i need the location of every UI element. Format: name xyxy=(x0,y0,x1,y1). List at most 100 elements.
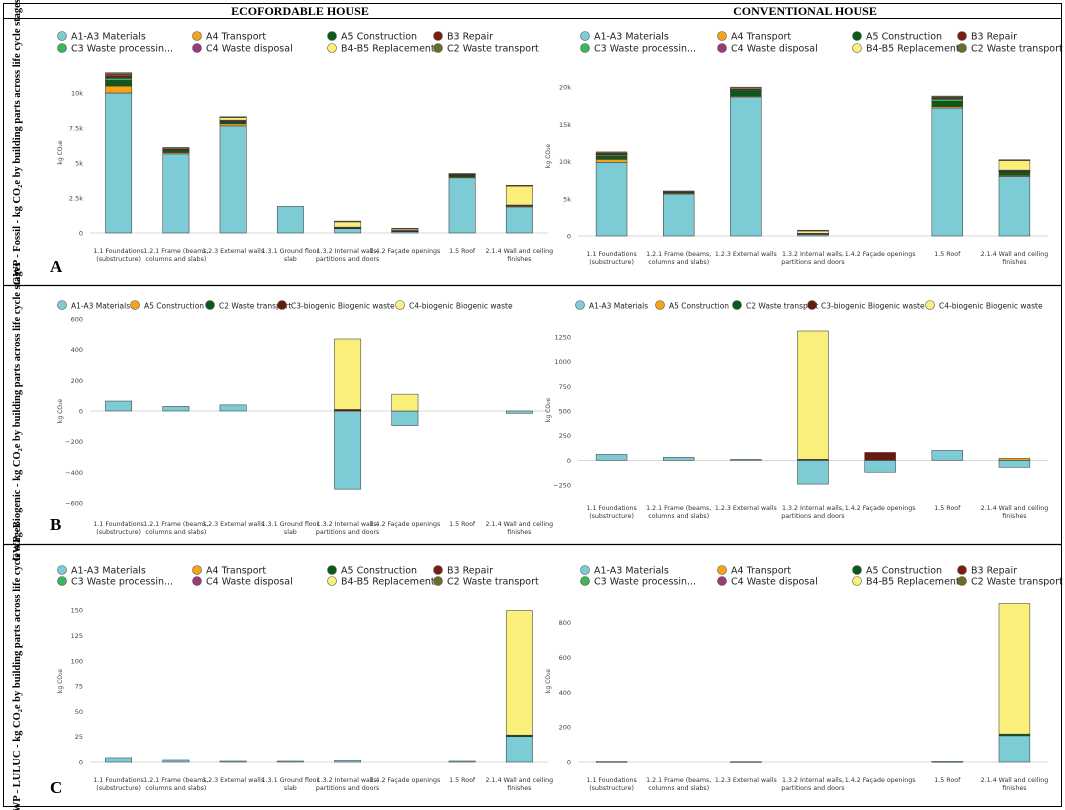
bar-stack-2-1-4-wall-and-ceiling-finishes xyxy=(998,603,1031,763)
y-tick-label: 5k xyxy=(563,195,571,203)
bar-c4-biogenic-biogenic-waste xyxy=(391,393,419,412)
bar-a5-construction xyxy=(595,156,628,160)
legend-item-a1-a3-materials[interactable]: A1-A3 Materials xyxy=(57,565,146,577)
x-tick-label: 1.3.2 Internal walls, xyxy=(317,248,379,255)
legend-item-c3-biogenic-biogenic-waste[interactable]: C3-biogenic Biogenic waste ... xyxy=(807,300,935,311)
y-tick-label: 400 xyxy=(559,689,571,697)
legend-item-a1-a3-materials[interactable]: A1-A3 Materials xyxy=(580,31,669,43)
legend-item-b3-repair[interactable]: B3 Repair xyxy=(957,31,1018,43)
legend-c-right: A1-A3 Materials A4 Transport A5 Constructi… xyxy=(580,565,1064,588)
legend-label-c2-waste-transport: C2 Waste transport xyxy=(971,577,1063,588)
legend-item-c2-waste-transport[interactable]: C2 Waste transport xyxy=(957,576,1064,588)
legend-marker-a5-construction xyxy=(852,31,862,41)
row-letter-c: C xyxy=(50,778,62,797)
legend-item-c2-waste-transport[interactable]: C2 Waste transport xyxy=(205,300,292,311)
legend-item-a5-construction[interactable]: A5 Construction xyxy=(852,565,943,577)
legend-item-a1-a3-materials[interactable]: A1-A3 Materials xyxy=(580,565,669,577)
legend-item-c2-waste-transport[interactable]: C2 Waste transport xyxy=(732,300,819,311)
x-tick-label: columns and slabs) xyxy=(648,785,709,792)
bar-a4-transport xyxy=(219,123,247,127)
legend-item-b4-b5-replacement[interactable]: B4-B5 Replacement xyxy=(327,43,435,55)
legend-item-a1-a3-materials[interactable]: A1-A3 Materials xyxy=(575,300,649,311)
bar-stack-1-3-1-ground-floor-slab xyxy=(276,760,304,763)
legend-item-b3-repair[interactable]: B3 Repair xyxy=(433,31,494,43)
legend-item-c3-waste-processin[interactable]: C3 Waste processin... xyxy=(580,43,697,55)
bar-stack-1-4-2-fa-ade-openings xyxy=(391,227,419,234)
legend-label-a5-construction: A5 Construction xyxy=(341,566,417,577)
bar-c4-biogenic-biogenic-waste xyxy=(334,338,362,410)
x-tick-label: partitions and doors xyxy=(316,785,379,792)
bar-a1-a3-materials xyxy=(797,460,829,485)
row-title-c: GWP - LULUC - kg CO₂e by building parts … xyxy=(12,524,23,810)
legend-item-a5-construction[interactable]: A5 Construction xyxy=(130,300,205,311)
y-tick-label: 500 xyxy=(559,407,571,415)
legend-item-a4-transport[interactable]: A4 Transport xyxy=(717,31,792,43)
y-tick-label: 10k xyxy=(71,90,83,98)
legend-item-a4-transport[interactable]: A4 Transport xyxy=(192,31,267,43)
row-letter-a: A xyxy=(50,257,63,276)
bar-a5-construction xyxy=(998,171,1031,176)
x-tick-label: 1.5 Roof xyxy=(449,521,476,528)
legend-item-b3-repair[interactable]: B3 Repair xyxy=(957,565,1018,577)
legend-item-c3-waste-processin[interactable]: C3 Waste processin... xyxy=(57,576,174,588)
x-tick-label: 1.3.2 Internal walls, xyxy=(782,777,844,784)
y-tick-label: 125 xyxy=(71,632,83,640)
legend-item-a4-transport[interactable]: A4 Transport xyxy=(717,565,792,577)
legend-label-a5-construction: A5 Construction xyxy=(341,32,417,43)
legend-item-c3-waste-processin[interactable]: C3 Waste processin... xyxy=(57,43,174,55)
legend-item-b4-b5-replacement[interactable]: B4-B5 Replacement xyxy=(852,576,960,588)
legend-marker-c4-waste-disposal xyxy=(717,576,727,586)
x-tick-label: 1.3.2 Internal walls, xyxy=(317,521,379,528)
bar-stack-1-1-foundations-substructure xyxy=(105,400,133,412)
legend-item-c4-waste-disposal[interactable]: C4 Waste disposal xyxy=(717,576,818,588)
legend-item-a4-transport[interactable]: A4 Transport xyxy=(192,565,267,577)
bar-c3-biogenic-biogenic-waste xyxy=(864,452,896,461)
bar-a1-a3-materials xyxy=(219,404,247,412)
legend-b-left: A1-A3 Materials A5 Construction C2 Waste t… xyxy=(57,300,513,311)
legend-item-a1-a3-materials[interactable]: A1-A3 Materials xyxy=(57,300,131,311)
y-tick-label: 20k xyxy=(559,84,571,92)
legend-item-c4-waste-disposal[interactable]: C4 Waste disposal xyxy=(717,43,818,55)
legend-marker-c4-waste-disposal xyxy=(717,43,727,53)
legend-item-c3-waste-processin[interactable]: C3 Waste processin... xyxy=(580,576,697,588)
x-tick-label: 1.2.3 External walls xyxy=(202,777,264,784)
legend-item-c4-waste-disposal[interactable]: C4 Waste disposal xyxy=(192,576,293,588)
legend-item-c2-waste-transport[interactable]: C2 Waste transport xyxy=(433,43,540,55)
legend-marker-a4-transport xyxy=(192,31,202,41)
legend-item-c2-waste-transport[interactable]: C2 Waste transport xyxy=(957,43,1064,55)
legend-item-a1-a3-materials[interactable]: A1-A3 Materials xyxy=(57,31,146,43)
legend-item-a5-construction[interactable]: A5 Construction xyxy=(327,565,418,577)
legend-item-c3-biogenic-biogenic-waste[interactable]: C3-biogenic Biogenic waste ... xyxy=(277,300,405,311)
bar-a1-a3-materials xyxy=(219,760,247,763)
legend-item-b4-b5-replacement[interactable]: B4-B5 Replacement xyxy=(852,43,960,55)
legend-item-a5-construction[interactable]: A5 Construction xyxy=(655,300,730,311)
legend-label-c4-biogenic-biogenic-waste: C4-biogenic Biogenic waste xyxy=(939,302,1043,311)
legend-label-a4-transport: A4 Transport xyxy=(731,32,791,43)
legend-label-a1-a3-materials: A1-A3 Materials xyxy=(71,32,146,43)
x-tick-label: finishes xyxy=(1002,513,1026,520)
x-tick-label: 1.5 Roof xyxy=(934,777,961,784)
bar-stack-1-3-2-internal-walls-partitions-and-doors xyxy=(797,330,829,485)
legend-label-a1-a3-materials: A1-A3 Materials xyxy=(71,566,146,577)
y-tick-label: 200 xyxy=(559,724,571,732)
row-title-b: GWP - Biogenic - kg CO₂e by building par… xyxy=(12,263,23,562)
legend-marker-a1-a3-materials xyxy=(57,31,67,41)
legend-item-c4-biogenic-biogenic-waste[interactable]: C4-biogenic Biogenic waste xyxy=(395,300,513,311)
bar-stack-1-3-2-internal-walls-partitions-and-doors xyxy=(334,760,362,763)
y-tick-label: 0 xyxy=(79,230,83,238)
legend-label-b4-b5-replacement: B4-B5 Replacement xyxy=(341,577,435,588)
x-tick-label: 1.1 Foundations xyxy=(93,521,143,528)
legend-item-a5-construction[interactable]: A5 Construction xyxy=(327,31,418,43)
chart-c-right: A1-A3 Materials A4 Transport A5 Constructi… xyxy=(545,565,1064,792)
x-tick-label: 1.3.1 Ground floor xyxy=(262,521,320,528)
bar-stack-1-1-foundations-substructure xyxy=(595,151,628,237)
legend-item-c2-waste-transport[interactable]: C2 Waste transport xyxy=(433,576,540,588)
legend-item-c4-biogenic-biogenic-waste[interactable]: C4-biogenic Biogenic waste xyxy=(925,300,1043,311)
legend-item-a5-construction[interactable]: A5 Construction xyxy=(852,31,943,43)
legend-label-a4-transport: A4 Transport xyxy=(206,32,266,43)
legend-item-b3-repair[interactable]: B3 Repair xyxy=(433,565,494,577)
legend-item-c4-waste-disposal[interactable]: C4 Waste disposal xyxy=(192,43,293,55)
legend-item-b4-b5-replacement[interactable]: B4-B5 Replacement xyxy=(327,576,435,588)
x-tick-label: 1.4.2 Façade openings xyxy=(369,248,440,255)
y-tick-label: 50 xyxy=(75,708,83,716)
